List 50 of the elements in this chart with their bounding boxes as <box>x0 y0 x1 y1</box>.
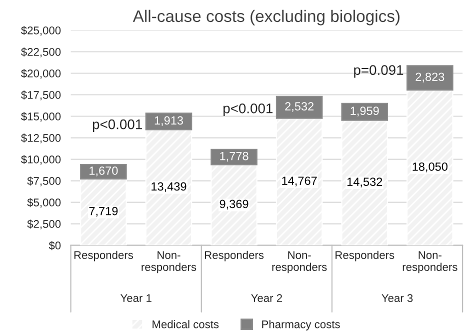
x-tick-label: Non-responders <box>142 251 196 274</box>
y-tick-label: $10,000 <box>21 155 61 165</box>
x-tick-label: Non-responders <box>272 251 327 274</box>
annotation: p=0.091 <box>354 65 404 78</box>
bar <box>145 112 192 130</box>
text: Year 2 <box>251 294 282 302</box>
data-label: 1,913 <box>154 116 183 126</box>
data-label: 1,959 <box>350 106 379 116</box>
x-tick-label: Responders <box>74 250 134 262</box>
bar <box>341 120 388 246</box>
data-label: 18,050 <box>412 162 448 172</box>
bar <box>276 118 323 246</box>
x-tick-label: Non-responders <box>402 251 458 274</box>
data-label: 14,532 <box>347 178 382 188</box>
y-tick-label: $17,500 <box>21 90 61 100</box>
data-label: 1,670 <box>90 166 118 176</box>
bar <box>80 178 127 246</box>
text: Year 1 <box>120 294 152 302</box>
text: Year 3 <box>382 294 413 302</box>
y-tick-label: $15,000 <box>21 112 61 122</box>
annotation: p<0.001 <box>92 119 142 132</box>
y-tick-label: $5,000 <box>27 198 61 208</box>
data-label: 9,369 <box>220 200 248 210</box>
annotation: p<0.001 <box>224 103 273 116</box>
legend-label: Pharmacy costs <box>262 320 340 330</box>
legend-label: Medical costs <box>152 320 219 328</box>
y-tick-label: $7,500 <box>27 176 61 186</box>
bar <box>341 102 388 121</box>
data-label: 13,439 <box>152 182 186 192</box>
data-label: 7,719 <box>89 206 118 217</box>
bar <box>80 164 127 180</box>
data-label: 14,767 <box>282 176 317 186</box>
x-tick-label: Responders <box>336 250 394 262</box>
data-label: 2,823 <box>416 72 444 82</box>
data-label: 2,532 <box>285 102 314 112</box>
y-tick-label: $22,500 <box>21 48 61 58</box>
bar <box>406 65 454 91</box>
bar <box>145 129 192 246</box>
chart-title: All-cause costs (excluding biologics) <box>132 10 400 26</box>
y-tick-label: $20,000 <box>21 69 61 79</box>
bar <box>276 96 323 119</box>
data-label: 1,778 <box>220 152 248 162</box>
y-tick-label: $25,000 <box>21 26 61 36</box>
bar <box>210 164 258 246</box>
bar <box>406 89 454 246</box>
y-tick-label: $12,500 <box>21 134 61 144</box>
x-tick-label: Responders <box>204 250 264 262</box>
y-tick-label: $2,500 <box>27 220 61 230</box>
bar <box>210 148 258 166</box>
y-tick-label: $0 <box>48 241 61 250</box>
